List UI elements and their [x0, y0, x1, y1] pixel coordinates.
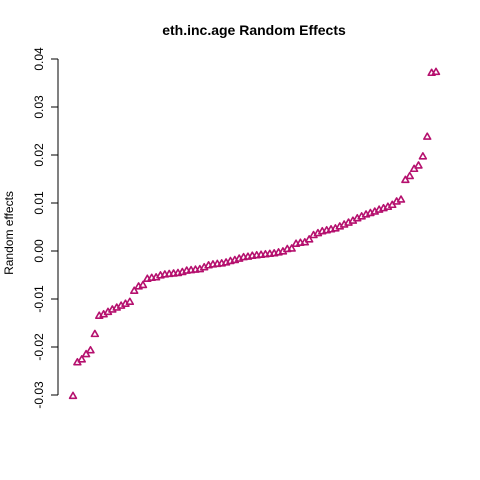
data-point: [405, 171, 414, 180]
data-point: [396, 195, 406, 203]
data-point: [423, 132, 432, 140]
y-axis-label: Random effects: [2, 191, 16, 275]
data-point: [77, 355, 86, 363]
data-point: [401, 175, 410, 184]
y-tick-label: -0.01: [32, 285, 46, 313]
y-tick-label: 0.03: [32, 95, 46, 119]
data-point: [130, 286, 139, 294]
data-point: [86, 345, 95, 354]
data-point: [414, 161, 423, 169]
y-tick-label: 0.01: [32, 191, 46, 215]
data-point: [287, 244, 296, 252]
y-tick-label: -0.03: [32, 381, 46, 409]
data-point: [68, 391, 78, 400]
y-tick-label: 0.00: [32, 239, 46, 263]
data-point: [90, 329, 100, 338]
y-tick-label: 0.02: [32, 143, 46, 167]
data-point: [431, 67, 441, 76]
data-point: [418, 152, 428, 160]
data-points: [68, 67, 441, 400]
chart-title: eth.inc.age Random Effects: [162, 22, 346, 38]
data-point: [81, 349, 91, 358]
data-point: [304, 235, 314, 243]
y-tick-label: -0.02: [32, 333, 46, 361]
data-point: [125, 297, 135, 306]
data-point: [138, 280, 148, 289]
y-tick-label: 0.04: [32, 47, 46, 71]
y-axis: -0.03 -0.02 -0.01 0.00 0.01 0.02 0.03 0.04: [32, 47, 59, 409]
